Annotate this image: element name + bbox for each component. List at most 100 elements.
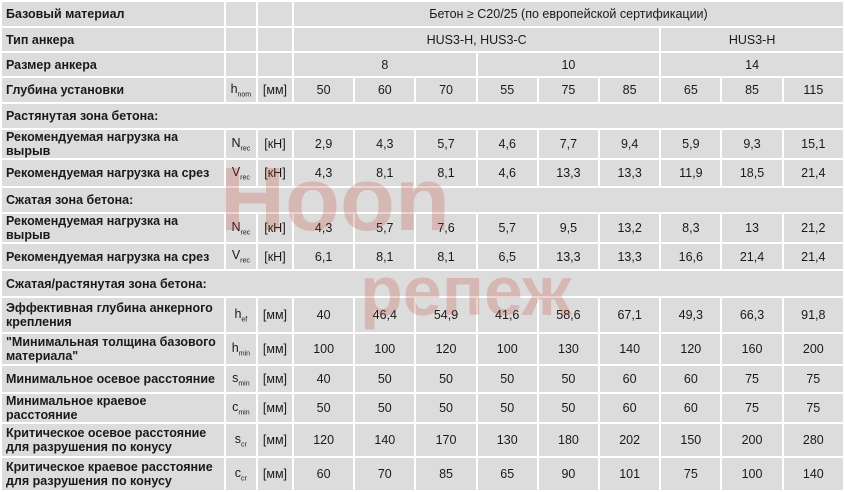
table-row: "Минимальная толщина базового материала"…	[2, 334, 843, 364]
row-symbol: hmin	[225, 334, 256, 364]
anchor-size-label: Размер анкера	[2, 53, 224, 76]
row-unit: [кН]	[257, 160, 293, 186]
row-value: 101	[600, 458, 660, 490]
row-symbol: Vrec	[225, 244, 256, 269]
row-value: 11,9	[661, 160, 721, 186]
row-value: 13,3	[600, 244, 660, 269]
row-value: 21,4	[783, 244, 843, 269]
row-value: 100	[477, 334, 537, 364]
row-value: 16,6	[661, 244, 721, 269]
row-value: 21,2	[783, 214, 843, 242]
row-value: 46,4	[355, 298, 415, 332]
row-value: 9,5	[538, 214, 599, 242]
row-value: 8,1	[416, 244, 476, 269]
row-value: 5,7	[355, 214, 415, 242]
anchor-type-label: Тип анкера	[2, 28, 224, 51]
row-value: 50	[355, 366, 415, 392]
install-depth-value: 55	[477, 78, 537, 102]
row-value: 40	[294, 298, 354, 332]
row-value: 7,7	[538, 130, 599, 158]
row-value: 4,3	[355, 130, 415, 158]
row-value: 4,3	[294, 214, 354, 242]
row-value: 4,3	[294, 160, 354, 186]
row-value: 85	[416, 458, 476, 490]
row-value: 140	[600, 334, 660, 364]
install-depth-value: 115	[783, 78, 843, 102]
row-value: 50	[538, 366, 599, 392]
row-unit: [мм]	[257, 424, 293, 456]
row-symbol: ccr	[225, 458, 256, 490]
row-value: 120	[294, 424, 354, 456]
row-value: 75	[661, 458, 721, 490]
row-value: 50	[477, 394, 537, 422]
row-label: Рекомендуемая нагрузка на вырыв	[2, 214, 224, 242]
row-label: Эффективная глубина анкерного крепления	[2, 298, 224, 332]
row-value: 75	[783, 366, 843, 392]
row-value: 13,3	[538, 244, 599, 269]
row-label: Критическое краевое расстояние для разру…	[2, 458, 224, 490]
row-value: 5,7	[416, 130, 476, 158]
row-value: 8,1	[355, 244, 415, 269]
install-depth-unit: [мм]	[257, 78, 293, 102]
table-row: Рекомендуемая нагрузка на срез Vrec [кН] 6,…	[2, 244, 843, 269]
row-value: 13,3	[600, 160, 660, 186]
row-value: 200	[722, 424, 782, 456]
row-value: 65	[477, 458, 537, 490]
row-value: 67,1	[600, 298, 660, 332]
empty-cell	[225, 53, 256, 76]
row-value: 60	[661, 366, 721, 392]
row-value: 75	[722, 366, 782, 392]
row-label: Минимальное осевое расстояние	[2, 366, 224, 392]
row-symbol: hef	[225, 298, 256, 332]
row-value: 91,8	[783, 298, 843, 332]
table-row: Минимальное осевое расстояние smin [мм] 40 5…	[2, 366, 843, 392]
table-row: Рекомендуемая нагрузка на вырыв Nrec [кН] 4…	[2, 214, 843, 242]
row-value: 4,6	[477, 130, 537, 158]
row-unit: [мм]	[257, 458, 293, 490]
row-value: 40	[294, 366, 354, 392]
anchor-type-hus3-h-c: HUS3-H, HUS3-C	[294, 28, 660, 51]
anchor-size-14: 14	[661, 53, 843, 76]
anchor-size-8: 8	[294, 53, 476, 76]
row-value: 75	[783, 394, 843, 422]
row-symbol: Vrec	[225, 160, 256, 186]
row-value: 60	[294, 458, 354, 490]
row-unit: [мм]	[257, 298, 293, 332]
install-depth-value: 75	[538, 78, 599, 102]
row-label: Рекомендуемая нагрузка на срез	[2, 160, 224, 186]
table-row: Эффективная глубина анкерного крепления h…	[2, 298, 843, 332]
anchor-size-10: 10	[477, 53, 660, 76]
row-value: 50	[416, 394, 476, 422]
row-label: Минимальное краевое расстояние	[2, 394, 224, 422]
base-material-value: Бетон ≥ C20/25 (по европейской сертифика…	[294, 2, 843, 26]
empty-cell	[225, 28, 256, 51]
row-value: 60	[600, 394, 660, 422]
row-value: 8,3	[661, 214, 721, 242]
row-value: 50	[294, 394, 354, 422]
row-value: 15,1	[783, 130, 843, 158]
row-value: 280	[783, 424, 843, 456]
row-label: Рекомендуемая нагрузка на вырыв	[2, 130, 224, 158]
empty-cell	[257, 28, 293, 51]
row-value: 8,1	[416, 160, 476, 186]
row-value: 13,3	[538, 160, 599, 186]
install-depth-value: 70	[416, 78, 476, 102]
row-value: 100	[722, 458, 782, 490]
row-value: 21,4	[722, 244, 782, 269]
row-symbol: scr	[225, 424, 256, 456]
section-header-combined: Сжатая/растянутая зона бетона:	[2, 271, 843, 296]
row-value: 41,6	[477, 298, 537, 332]
row-value: 160	[722, 334, 782, 364]
row-value: 2,9	[294, 130, 354, 158]
row-value: 90	[538, 458, 599, 490]
row-value: 54,9	[416, 298, 476, 332]
row-unit: [кН]	[257, 130, 293, 158]
section-header-compression: Сжатая зона бетона:	[2, 188, 843, 212]
row-value: 13	[722, 214, 782, 242]
row-value: 50	[538, 394, 599, 422]
row-value: 5,9	[661, 130, 721, 158]
row-value: 58,6	[538, 298, 599, 332]
row-unit: [мм]	[257, 334, 293, 364]
install-depth-value: 50	[294, 78, 354, 102]
empty-cell	[257, 53, 293, 76]
